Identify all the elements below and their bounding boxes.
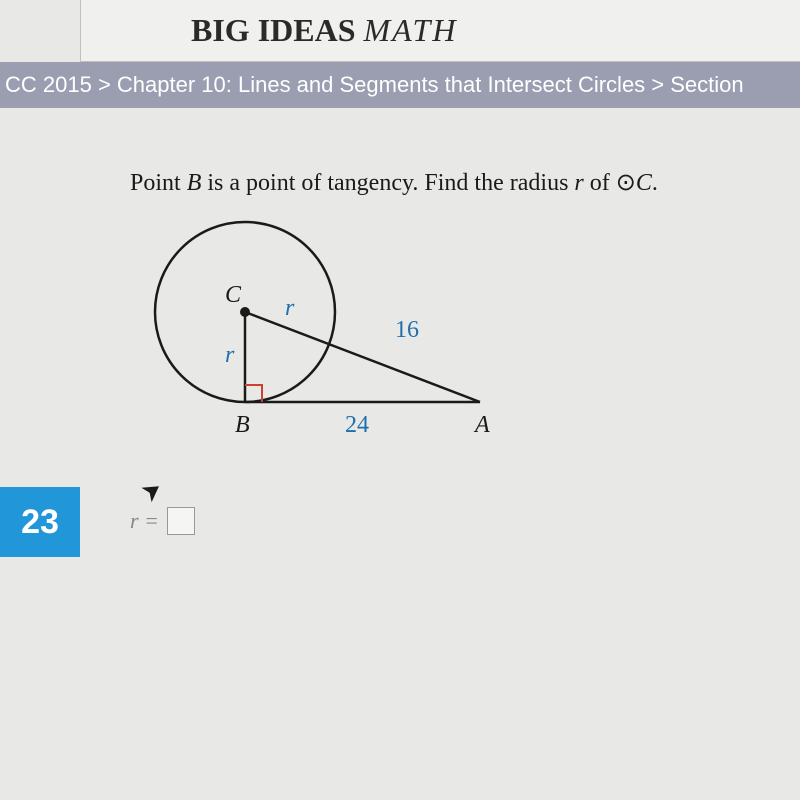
problem-period: . [652,170,658,196]
label-B: B [235,412,250,438]
label-r2: r [225,342,235,368]
right-angle-marker [245,385,262,402]
var-r: r [574,170,583,196]
question-number: 23 [0,487,80,557]
problem-statement: Point B is a point of tangency. Find the… [0,168,800,197]
problem-middle: is a point of tangency. Find the radius [201,170,574,196]
problem-prefix: Point [130,170,187,196]
label-C: C [225,282,242,308]
logo-math: MATH [364,12,458,48]
breadcrumb-text: CC 2015 > Chapter 10: Lines and Segments… [5,72,744,97]
answer-area: r = [80,487,195,535]
answer-prefix: r = [130,508,159,534]
question-row: 23 r = [0,487,800,557]
label-16: 16 [395,317,419,343]
breadcrumb[interactable]: CC 2015 > Chapter 10: Lines and Segments… [0,62,800,108]
answer-input-box[interactable] [167,507,195,535]
diagram-svg: C r r 16 B 24 A [130,217,530,467]
problem-of: of [584,170,616,196]
circle-symbol: ⊙ [616,170,636,196]
var-B: B [187,170,202,196]
label-A: A [473,412,490,438]
label-r1: r [285,295,295,321]
header: BIG IDEAS MATH [80,0,800,62]
logo-bold: BIG IDEAS [191,12,356,48]
diagram: C r r 16 B 24 A [130,217,530,467]
var-C: C [636,170,652,196]
logo: BIG IDEAS MATH [191,12,800,49]
label-24: 24 [345,412,369,438]
content-area: Point B is a point of tangency. Find the… [0,108,800,557]
line-CA [245,312,480,402]
